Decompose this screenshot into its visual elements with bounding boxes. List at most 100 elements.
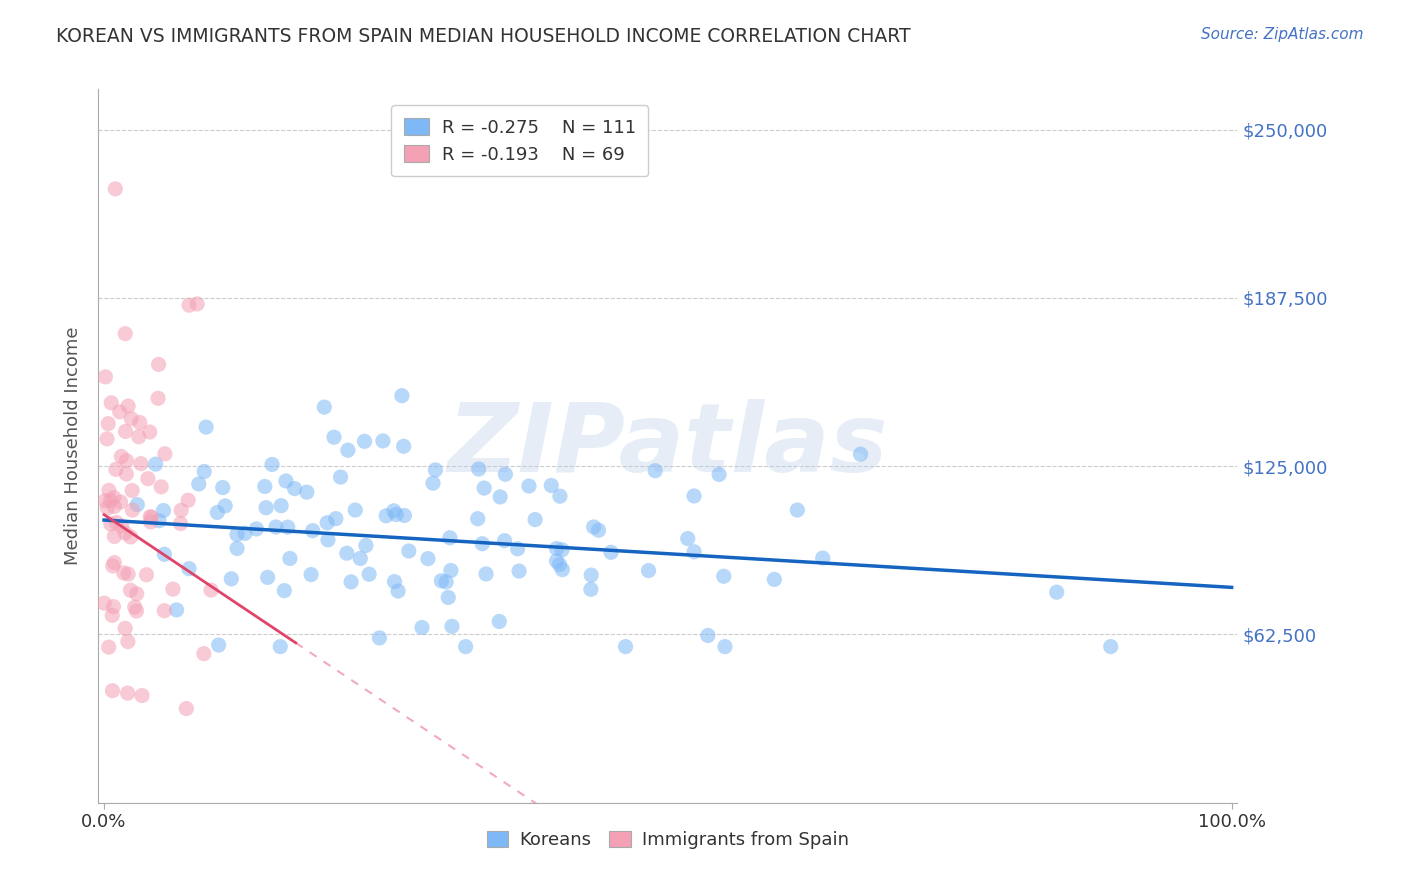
Point <box>422 476 444 491</box>
Point <box>707 467 730 482</box>
Point <box>262 458 284 472</box>
Point <box>110 495 132 509</box>
Point <box>103 529 125 543</box>
Point <box>336 443 359 458</box>
Point <box>696 628 718 642</box>
Point <box>359 567 381 582</box>
Point <box>131 689 153 703</box>
Point <box>207 506 229 520</box>
Point <box>676 532 699 546</box>
Point <box>316 516 339 530</box>
Point <box>125 587 148 601</box>
Point <box>354 539 377 553</box>
Point <box>121 483 143 498</box>
Point <box>103 556 125 570</box>
Point <box>579 582 602 597</box>
Point <box>467 511 489 525</box>
Point <box>440 564 463 578</box>
Point <box>120 583 142 598</box>
Point <box>145 457 167 471</box>
Point <box>546 554 568 568</box>
Point <box>104 182 127 196</box>
Point <box>349 551 371 566</box>
Point <box>200 583 222 598</box>
Point <box>114 526 136 541</box>
Point <box>371 434 394 448</box>
Point <box>150 480 173 494</box>
Point <box>124 600 146 615</box>
Point <box>467 462 489 476</box>
Point <box>382 504 405 518</box>
Point <box>588 523 610 537</box>
Point <box>683 489 706 503</box>
Point <box>103 491 125 505</box>
Point <box>614 640 637 654</box>
Point <box>551 563 574 577</box>
Point <box>714 640 737 654</box>
Point <box>100 516 122 531</box>
Point <box>329 470 352 484</box>
Point <box>344 503 367 517</box>
Point <box>273 583 295 598</box>
Point <box>141 510 163 524</box>
Point <box>120 530 142 544</box>
Point <box>169 516 191 531</box>
Point <box>494 533 516 548</box>
Point <box>284 482 307 496</box>
Point <box>96 432 118 446</box>
Point <box>94 369 117 384</box>
Text: KOREAN VS IMMIGRANTS FROM SPAIN MEDIAN HOUSEHOLD INCOME CORRELATION CHART: KOREAN VS IMMIGRANTS FROM SPAIN MEDIAN H… <box>56 27 911 45</box>
Point <box>101 558 124 573</box>
Point <box>100 396 122 410</box>
Point <box>152 503 174 517</box>
Point <box>117 399 139 413</box>
Point <box>103 599 125 614</box>
Point <box>117 567 139 582</box>
Point <box>121 503 143 517</box>
Point <box>110 519 132 533</box>
Point <box>177 493 200 508</box>
Point <box>323 430 346 444</box>
Point <box>430 574 453 588</box>
Point <box>139 515 162 529</box>
Point <box>226 541 249 556</box>
Point <box>128 416 150 430</box>
Point <box>375 508 398 523</box>
Point <box>148 514 170 528</box>
Point <box>135 567 157 582</box>
Point <box>637 564 659 578</box>
Point <box>472 481 495 495</box>
Point <box>96 500 118 515</box>
Point <box>129 457 152 471</box>
Point <box>411 620 433 634</box>
Point <box>683 545 706 559</box>
Point <box>226 527 249 541</box>
Point <box>786 503 808 517</box>
Point <box>301 524 323 538</box>
Point <box>108 405 131 419</box>
Point <box>114 425 136 439</box>
Point <box>600 545 623 559</box>
Point <box>763 573 786 587</box>
Point <box>394 508 416 523</box>
Point <box>488 615 510 629</box>
Point <box>101 608 124 623</box>
Point <box>548 558 571 572</box>
Point <box>254 500 277 515</box>
Point <box>849 447 872 461</box>
Point <box>101 683 124 698</box>
Point <box>713 569 735 583</box>
Point <box>115 453 138 467</box>
Point <box>811 551 834 566</box>
Point <box>644 464 666 478</box>
Point <box>93 596 115 610</box>
Point <box>471 537 494 551</box>
Point <box>186 297 208 311</box>
Point <box>299 567 322 582</box>
Point <box>270 499 292 513</box>
Point <box>368 631 391 645</box>
Point <box>139 509 162 524</box>
Point <box>115 467 138 481</box>
Point <box>208 638 231 652</box>
Y-axis label: Median Household Income: Median Household Income <box>65 326 83 566</box>
